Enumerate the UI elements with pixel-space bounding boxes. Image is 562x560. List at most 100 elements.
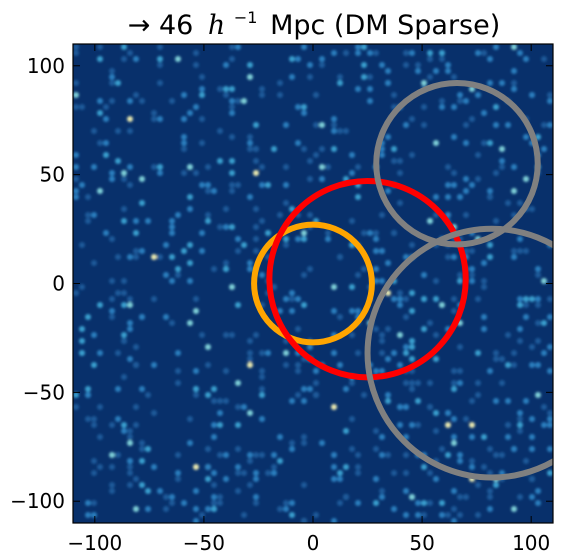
density-point: [247, 452, 253, 458]
density-point: [241, 242, 247, 248]
density-point: [331, 452, 337, 458]
density-point: [409, 152, 415, 158]
density-point: [541, 146, 547, 152]
density-point: [373, 248, 379, 254]
density-point: [181, 248, 187, 254]
density-point: [97, 140, 103, 146]
density-point: [103, 230, 109, 236]
plot-background: [73, 44, 553, 523]
density-point: [343, 386, 349, 392]
density-point: [223, 476, 229, 482]
density-point: [535, 338, 541, 344]
density-point: [187, 260, 193, 266]
density-point: [373, 476, 379, 482]
density-point: [277, 92, 283, 98]
density-point: [523, 176, 529, 182]
density-point: [367, 86, 373, 92]
density-point: [331, 116, 337, 122]
density-point: [403, 62, 409, 68]
density-point: [85, 392, 91, 398]
density-point: [79, 242, 85, 248]
density-point: [115, 350, 121, 356]
density-point: [127, 254, 133, 260]
density-point: [355, 350, 361, 356]
density-point: [283, 122, 289, 128]
density-point: [109, 98, 115, 104]
density-point: [181, 500, 187, 506]
density-point: [199, 86, 205, 92]
density-point: [367, 50, 373, 56]
density-point: [127, 428, 133, 434]
density-point: [469, 398, 475, 404]
density-point: [517, 494, 523, 500]
density-point: [127, 128, 133, 134]
density-point: [151, 362, 157, 368]
density-point: [319, 164, 325, 170]
density-point: [349, 284, 355, 290]
density-point: [385, 356, 391, 362]
density-point: [223, 62, 229, 68]
density-point: [229, 170, 235, 176]
density-point: [403, 296, 409, 302]
density-point: [289, 56, 295, 62]
density-point: [85, 212, 91, 218]
density-point: [241, 470, 247, 476]
density-point: [253, 494, 259, 500]
density-point: [361, 230, 367, 236]
density-point: [211, 506, 217, 512]
density-point: [433, 356, 439, 362]
density-point: [205, 464, 211, 470]
density-point: [271, 464, 277, 470]
density-point: [523, 134, 529, 140]
density-point: [397, 404, 403, 410]
density-point: [277, 458, 283, 464]
density-point: [511, 68, 517, 74]
density-point: [367, 74, 373, 80]
density-point: [109, 80, 115, 86]
density-point: [517, 416, 523, 422]
density-point: [313, 380, 319, 386]
density-point: [409, 380, 415, 386]
density-point: [379, 248, 385, 254]
density-point: [109, 176, 115, 182]
density-point: [73, 44, 79, 50]
density-point: [379, 368, 385, 374]
density-point: [271, 146, 277, 152]
density-point: [217, 224, 223, 230]
density-point: [319, 440, 325, 446]
density-point: [469, 266, 475, 272]
density-point: [451, 104, 457, 110]
density-point: [547, 446, 553, 452]
density-point: [475, 482, 481, 488]
density-point: [421, 296, 427, 302]
density-point: [385, 134, 391, 140]
density-point: [373, 50, 379, 56]
density-point: [307, 266, 313, 272]
density-point: [139, 446, 145, 452]
density-point: [217, 410, 223, 416]
density-point: [289, 440, 295, 446]
density-point: [223, 452, 229, 458]
density-point: [385, 260, 391, 266]
density-point: [535, 320, 541, 326]
density-point: [139, 386, 145, 392]
density-point: [481, 314, 487, 320]
density-point: [175, 452, 181, 458]
density-point: [541, 422, 547, 428]
density-point: [499, 80, 505, 86]
density-point: [217, 158, 223, 164]
density-point: [247, 338, 253, 344]
density-point: [181, 146, 187, 152]
circle-gray-top: [373, 80, 541, 248]
density-point: [487, 242, 493, 248]
density-point: [313, 152, 319, 158]
density-point: [97, 434, 103, 440]
density-point: [289, 398, 295, 404]
density-point: [469, 272, 475, 278]
density-point: [547, 368, 553, 374]
density-point: [247, 482, 253, 488]
density-point: [97, 464, 103, 470]
density-point: [115, 386, 121, 392]
x-tick-label: −100: [67, 531, 122, 555]
density-point: [145, 218, 151, 224]
